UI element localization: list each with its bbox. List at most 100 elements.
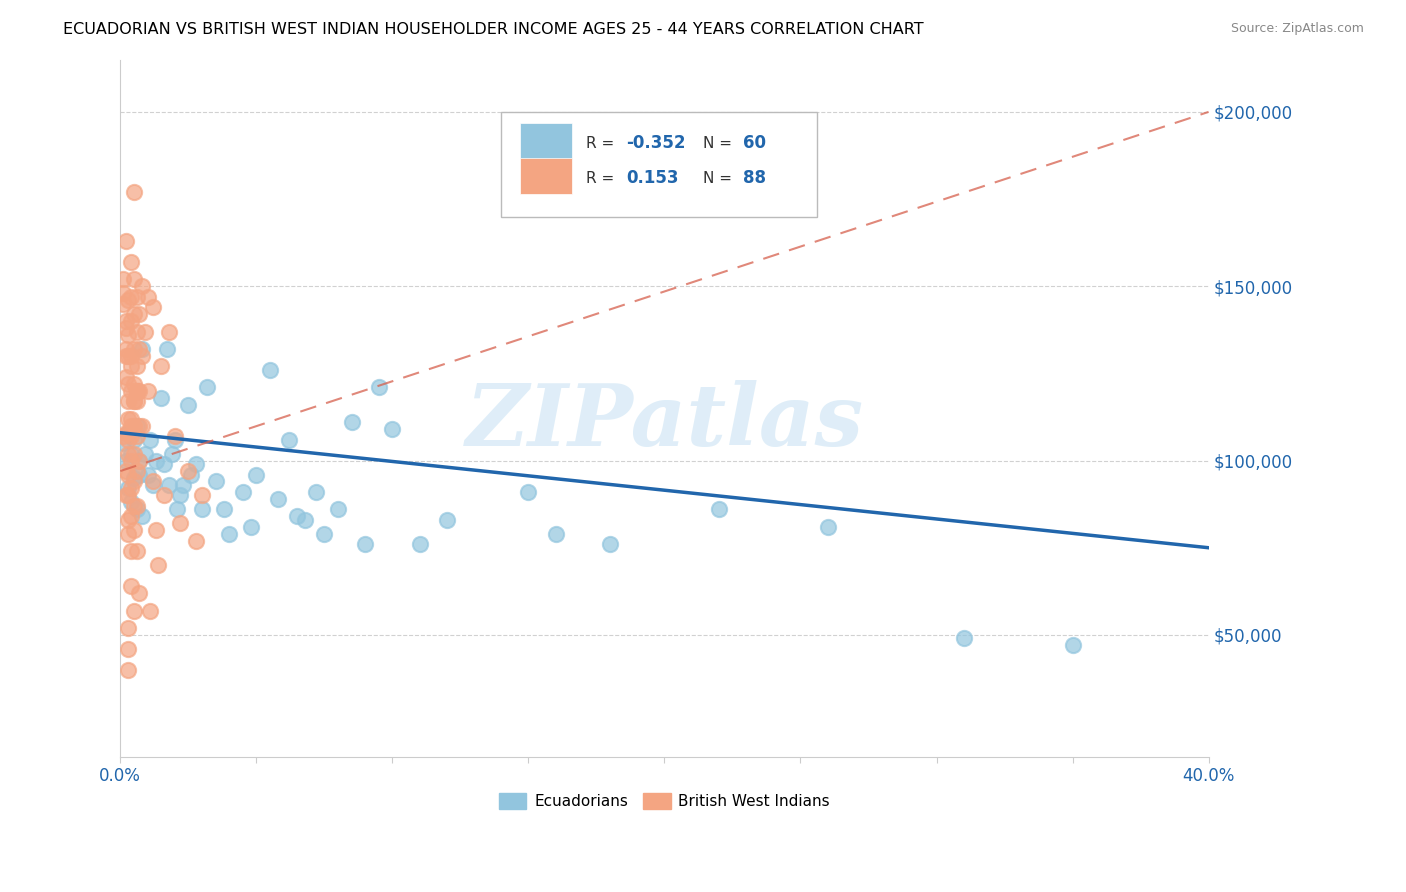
Point [150,391,173,405]
Point [326,502,349,516]
Point [218,526,240,541]
Point [707,502,730,516]
Text: 60: 60 [742,135,766,153]
Point [120,255,142,269]
Point [122,524,145,538]
Point [120,349,142,363]
Point [153,488,176,502]
Point [114,342,136,356]
Point [120,544,142,558]
Point [136,467,159,482]
Point [232,485,254,500]
Point [120,495,142,509]
Point [125,394,148,409]
Point [120,314,142,328]
Point [114,314,136,328]
Point [125,418,148,433]
Point [145,524,167,538]
FancyBboxPatch shape [501,112,817,217]
Point [142,475,165,489]
Point [150,359,173,374]
Point [117,482,139,496]
Point [314,526,336,541]
Legend: Ecuadorians, British West Indians: Ecuadorians, British West Indians [494,788,837,815]
Point [145,453,167,467]
Point [163,429,186,443]
Point [122,603,145,617]
Point [128,467,150,482]
Text: N =: N = [703,136,731,151]
Point [117,467,139,482]
Point [114,370,136,384]
Point [117,293,139,308]
Point [128,418,150,433]
Point [122,394,145,409]
Point [125,464,148,478]
Point [114,453,136,467]
Point [117,394,139,409]
Point [169,516,191,531]
Text: R =: R = [586,136,614,151]
Point [212,502,235,516]
Point [517,485,540,500]
Point [125,502,148,516]
Point [125,290,148,304]
Point [114,321,136,335]
Point [195,380,218,394]
Point [120,579,142,593]
Point [120,290,142,304]
Text: ZIPatlas: ZIPatlas [465,381,863,464]
Point [128,384,150,398]
Point [122,376,145,391]
Point [136,384,159,398]
Point [122,471,145,485]
Point [267,491,290,506]
Point [408,537,430,551]
Point [117,526,139,541]
Point [191,502,214,516]
Point [136,290,159,304]
Point [139,433,162,447]
Point [817,520,839,534]
Point [381,422,404,436]
Point [117,641,139,656]
Point [120,411,142,425]
Point [111,429,134,443]
Point [172,478,194,492]
Point [155,342,177,356]
Point [117,328,139,343]
Point [134,447,156,461]
Point [122,394,145,409]
Point [120,453,142,467]
Point [191,488,214,502]
Point [117,621,139,635]
Point [131,349,153,363]
Point [952,632,974,646]
Point [111,286,134,301]
Point [117,663,139,677]
Point [131,418,153,433]
Point [128,586,150,600]
Text: -0.352: -0.352 [626,135,686,153]
Point [125,384,148,398]
Point [111,272,134,286]
Point [259,363,281,377]
Point [169,488,191,502]
Point [125,384,148,398]
Point [120,509,142,524]
Point [139,603,162,617]
Point [120,429,142,443]
Point [294,513,316,527]
Point [122,185,145,199]
Point [111,436,134,450]
Point [111,296,134,310]
Point [117,433,139,447]
Text: 0.153: 0.153 [626,169,679,187]
Point [1062,639,1084,653]
Point [544,526,567,541]
Point [122,418,145,433]
Point [131,342,153,356]
Point [142,300,165,314]
Point [125,499,148,513]
Point [186,533,208,548]
